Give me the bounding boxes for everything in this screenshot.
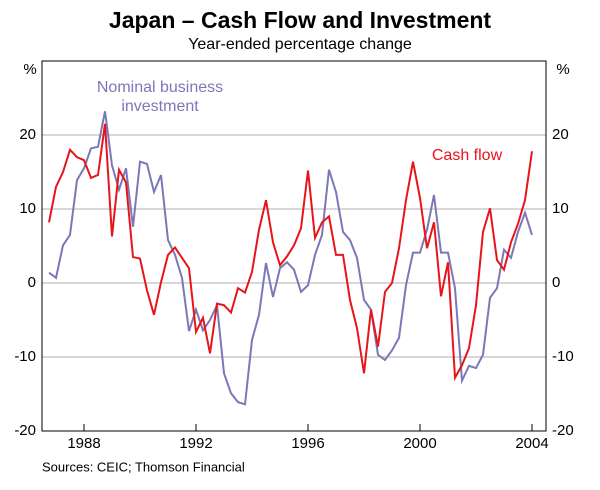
y2-tick-label: -10 bbox=[552, 348, 574, 365]
y2-tick-label: 0 bbox=[552, 274, 560, 291]
y-tick-label: 10 bbox=[19, 200, 36, 217]
x-tick-label: 2000 bbox=[403, 435, 436, 452]
y2-axis-label: % bbox=[556, 61, 569, 78]
y2-tick-label: 20 bbox=[552, 126, 569, 143]
source-note: Sources: CEIC; Thomson Financial bbox=[42, 459, 245, 474]
x-tick-label: 1996 bbox=[291, 435, 324, 452]
y2-tick-label: -20 bbox=[552, 422, 574, 439]
y-tick-label: 0 bbox=[28, 274, 36, 291]
series-line bbox=[48, 111, 533, 406]
chart-subtitle: Year-ended percentage change bbox=[188, 36, 412, 53]
x-tick-label: 1988 bbox=[67, 435, 100, 452]
series-line bbox=[48, 123, 533, 382]
chart-title: Japan – Cash Flow and Investment bbox=[109, 7, 491, 33]
series-label: Nominal business investment bbox=[96, 79, 224, 115]
y-tick-label: -10 bbox=[14, 348, 36, 365]
x-tick-label: 2004 bbox=[515, 435, 548, 452]
y-axis-label: % bbox=[23, 61, 36, 78]
y-tick-label: -20 bbox=[14, 422, 36, 439]
y-tick-label: 20 bbox=[19, 126, 36, 143]
plot-frame bbox=[41, 60, 547, 432]
series-label: Cash flow bbox=[431, 147, 503, 164]
y2-tick-label: 10 bbox=[552, 200, 569, 217]
x-tick-label: 1992 bbox=[179, 435, 212, 452]
